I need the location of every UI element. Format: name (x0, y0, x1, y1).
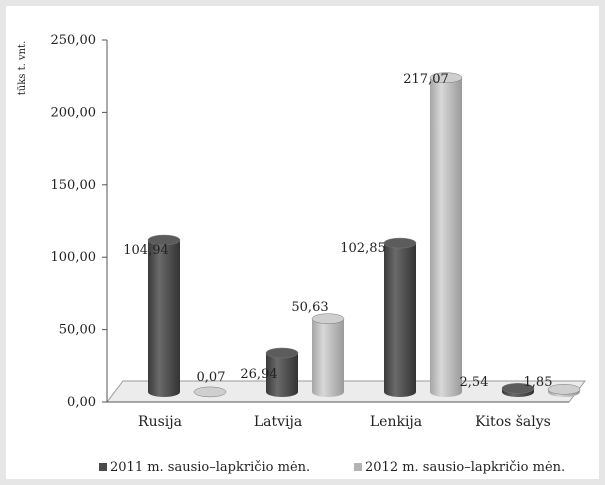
y-tick-label: 100,00 (51, 250, 97, 265)
bar-body (148, 240, 180, 392)
bar-cap (193, 386, 227, 398)
bar-base (312, 387, 344, 397)
category-label: Latvija (254, 414, 302, 430)
data-label: 102,85 (340, 241, 386, 256)
bar-base (148, 387, 180, 397)
y-axis-ticks: 0,00 50,00 100,00 150,00 200,00 250,00 (51, 33, 107, 410)
bar-2011-lenkija (383, 237, 417, 397)
legend: 2011 m. sausio–lapkričio mėn. 2012 m. sa… (99, 460, 565, 475)
legend-swatch-2011 (99, 463, 107, 471)
bar-base (430, 387, 462, 397)
bar-body (312, 318, 344, 392)
category-label: Lenkija (370, 414, 422, 430)
y-tick-label: 0,00 (67, 395, 96, 410)
chart-frame: tūks t. vnt. 0,00 50,00 100,00 150,00 200,00… (6, 6, 599, 479)
data-label: 0,07 (197, 370, 226, 385)
legend-swatch-2012 (354, 463, 362, 471)
bar-2012-kitos-šalys (547, 384, 581, 397)
bar-body (384, 243, 416, 392)
data-label: 1,85 (524, 375, 553, 390)
bar-cap (383, 237, 417, 249)
bar-cap (311, 313, 345, 324)
category-label: Kitos šalys (475, 413, 551, 430)
bar-body (430, 77, 462, 392)
y-tick-label: 250,00 (51, 33, 97, 48)
bar-cap (501, 383, 535, 394)
category-label: Rusija (138, 414, 182, 430)
bar-cap (265, 347, 299, 359)
bar-2011-rusija (147, 234, 181, 397)
bar-2012-rusija (193, 386, 227, 398)
data-label: 26,94 (240, 367, 277, 382)
y-tick-label: 200,00 (51, 105, 97, 120)
legend-label-2012: 2012 m. sausio–lapkričio mėn. (365, 460, 565, 475)
bar-body (266, 352, 298, 392)
bar-cap (429, 72, 463, 83)
bar-2012-lenkija (429, 72, 463, 397)
legend-label-2011: 2011 m. sausio–lapkričio mėn. (110, 460, 310, 475)
data-label: 2,54 (460, 375, 489, 390)
bar-2011-latvija (265, 347, 299, 397)
bar-base (384, 387, 416, 397)
data-label: 50,63 (291, 300, 328, 315)
data-label: 217,07 (403, 72, 449, 87)
bar-chart: tūks t. vnt. 0,00 50,00 100,00 150,00 200,00… (17, 33, 587, 475)
y-tick-label: 50,00 (59, 323, 96, 338)
x-axis-categories: Rusija Latvija Lenkija Kitos šalys (138, 413, 551, 430)
bar-2011-kitos-šalys (501, 383, 535, 397)
bar-cap (147, 234, 181, 246)
y-tick-label: 150,00 (51, 178, 97, 193)
bars: 104,94 26,94 102,85 2,54 0,07 50,63 217,07 1,85 (123, 72, 581, 398)
bar-cap (547, 384, 581, 395)
data-label: 104,94 (123, 243, 169, 258)
bar-2012-latvija (311, 313, 345, 397)
bar-base (266, 387, 298, 397)
y-axis-label: tūks t. vnt. (17, 41, 28, 96)
